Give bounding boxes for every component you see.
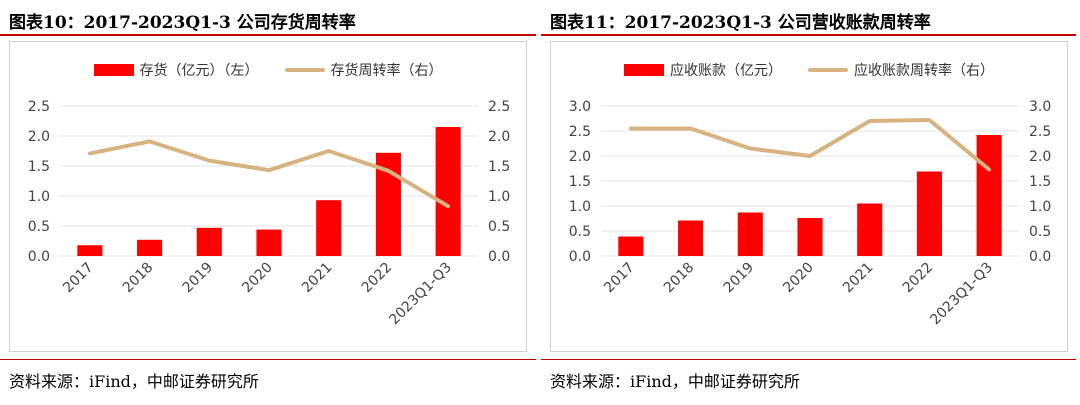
right-line-point: [808, 154, 812, 158]
left-bar: [137, 239, 163, 256]
left-legend-line-label: 存货周转率（右）: [330, 63, 443, 79]
left-category-label: 2022: [359, 260, 396, 297]
left-right-axis-tick: 1.0: [488, 189, 510, 205]
left-title-rule: [0, 34, 536, 36]
right-legend: 应收账款（亿元） 应收账款周转率（右）: [551, 60, 1067, 80]
right-line-point: [927, 118, 931, 122]
left-legend-line-item: 存货周转率（右）: [284, 60, 443, 80]
right-right-axis-tick: 2.0: [1029, 149, 1051, 165]
left-line-point: [386, 169, 390, 173]
right-chart-svg: 0.0 0.5 1.0 1.5 2.0 2.5 3.0 0.0 0.5 1.0 1.5 2.0 2.5 3…: [569, 99, 1052, 329]
left-category-label: 2019: [180, 260, 217, 297]
right-category-label: 2017: [601, 260, 638, 297]
left-right-axis-tick: 1.5: [488, 159, 510, 175]
right-line-point: [748, 147, 752, 150]
left-category-label: 2020: [239, 260, 276, 297]
right-line-point: [689, 127, 693, 130]
right-left-axis-tick: 1.0: [569, 199, 591, 215]
left-line-point: [267, 168, 271, 172]
left-left-axis-tick: 0.5: [28, 219, 50, 235]
right-line-point: [629, 127, 633, 130]
right-category-label: 2023Q1-Q3: [927, 260, 996, 329]
right-category-label: 2020: [780, 260, 817, 297]
left-left-axis-tick: 1.5: [28, 159, 50, 175]
left-bar: [316, 200, 342, 256]
right-bar: [916, 171, 942, 256]
left-legend-bar-item: 存货（亿元）（左）: [93, 60, 259, 80]
right-right-axis-tick: 3.0: [1029, 99, 1051, 115]
right-legend-line-label: 应收账款周转率（右）: [854, 63, 994, 79]
right-legend-line-swatch: [808, 68, 848, 72]
right-left-axis-tick: 0.5: [569, 224, 591, 240]
left-legend-bar-swatch: [93, 64, 134, 76]
left-left-axis-tick: 1.0: [28, 189, 50, 205]
left-legend-bar-label: 存货（亿元）（左）: [139, 63, 259, 79]
left-bar: [256, 229, 282, 256]
right-category-label: 2019: [721, 260, 758, 297]
right-title-rule: [541, 34, 1076, 36]
right-legend-bar-item: 应收账款（亿元）: [624, 60, 782, 80]
left-right-axis-tick: 2.0: [488, 129, 510, 145]
left-line-point: [327, 149, 331, 153]
right-bar: [976, 135, 1002, 256]
right-bar: [618, 236, 644, 256]
right-chart-panel: 图表11：2017-2023Q1-3 公司营收账款周转率 应收账款（亿元） 应收…: [541, 0, 1080, 405]
right-category-label: 2022: [900, 260, 937, 297]
right-legend-bar-swatch: [624, 64, 664, 76]
right-legend-line-item: 应收账款周转率（右）: [808, 60, 994, 80]
left-legend: 存货（亿元）（左） 存货周转率（右）: [10, 60, 526, 80]
left-line-point: [446, 204, 450, 208]
right-chart-area: 应收账款（亿元） 应收账款周转率（右） 0.0 0.5 1.0 1.5 2.0 2.5 3.…: [550, 41, 1068, 352]
left-category-label: 2018: [120, 260, 157, 297]
left-right-axis-tick: 0.0: [488, 249, 510, 265]
left-source-note: 资料来源：iFind，中邮证券研究所: [9, 372, 259, 391]
right-chart-title: 图表11：2017-2023Q1-3 公司营收账款周转率: [550, 13, 931, 33]
left-left-axis-tick: 0.0: [28, 249, 50, 265]
right-source-note: 资料来源：iFind，中邮证券研究所: [550, 372, 800, 391]
right-left-axis-tick: 2.0: [569, 149, 591, 165]
right-right-axis-tick: 2.5: [1029, 124, 1051, 140]
left-category-label: 2021: [299, 260, 336, 297]
left-right-axis-tick: 2.5: [488, 99, 510, 115]
left-left-axis-tick: 2.0: [28, 129, 50, 145]
left-bar: [196, 227, 222, 256]
left-bar: [77, 245, 103, 256]
right-right-axis-tick: 0.0: [1029, 249, 1051, 265]
right-bar: [857, 203, 883, 256]
left-line-point: [207, 159, 211, 163]
right-category-label: 2021: [840, 260, 877, 297]
left-line-point: [148, 139, 152, 143]
left-category-label: 2023Q1-Q3: [386, 260, 455, 329]
right-right-axis-tick: 1.0: [1029, 199, 1051, 215]
right-left-axis-tick: 3.0: [569, 99, 591, 115]
right-right-axis-tick: 1.5: [1029, 174, 1051, 190]
left-chart-svg: 0.0 0.5 1.0 1.5 2.0 2.5 0.0 0.5 1.0 1.5 2.0 2.5 2017…: [28, 99, 511, 329]
left-bar: [435, 127, 461, 256]
right-bar: [678, 220, 704, 256]
right-legend-bar-label: 应收账款（亿元）: [670, 63, 782, 79]
left-category-label: 2017: [60, 260, 97, 297]
right-line-point: [868, 119, 872, 123]
left-line-point: [88, 151, 92, 155]
right-bar: [737, 212, 763, 256]
right-left-axis-tick: 2.5: [569, 124, 591, 140]
right-line-point: [987, 168, 991, 171]
right-bar: [797, 218, 823, 256]
left-chart-title: 图表10：2017-2023Q1-3 公司存货周转率: [9, 13, 356, 33]
right-left-axis-tick: 0.0: [569, 249, 591, 265]
right-source-rule: [541, 359, 1076, 360]
left-legend-line-swatch: [284, 68, 325, 72]
left-chart-area: 存货（亿元）（左） 存货周转率（右） 0.0 0.5 1.0 1.5 2.0 2.5 0.0…: [9, 41, 527, 352]
right-turnover-line: [628, 118, 992, 172]
left-chart-panel: 图表10：2017-2023Q1-3 公司存货周转率 存货（亿元）（左） 存货周…: [0, 13, 536, 391]
right-category-label: 2018: [661, 260, 698, 297]
right-left-axis-tick: 1.5: [569, 174, 591, 190]
right-right-axis-tick: 0.5: [1029, 224, 1051, 240]
left-right-axis-tick: 0.5: [488, 219, 510, 235]
left-source-rule: [0, 359, 536, 360]
left-left-axis-tick: 2.5: [28, 99, 50, 115]
